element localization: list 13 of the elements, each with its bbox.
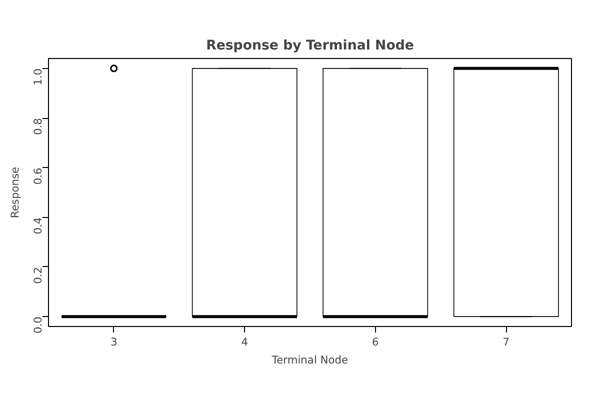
x-tick-label: 4 — [241, 336, 248, 348]
y-tick-label: 0.2 — [32, 266, 44, 284]
y-axis-title: Response — [8, 166, 22, 218]
x-axis-title: Terminal Node — [270, 354, 348, 366]
x-tick-label: 6 — [372, 336, 379, 348]
y-tick-label: 0.4 — [32, 217, 44, 234]
chart-title: Response by Terminal Node — [206, 38, 414, 54]
x-tick-label: 3 — [110, 336, 118, 348]
x-tick-label: 7 — [502, 336, 510, 348]
y-tick-label: 0.0 — [32, 316, 44, 334]
y-tick-label: 0.8 — [32, 118, 44, 136]
y-tick-label: 1.0 — [32, 68, 44, 86]
y-tick-label: 0.6 — [32, 167, 44, 185]
